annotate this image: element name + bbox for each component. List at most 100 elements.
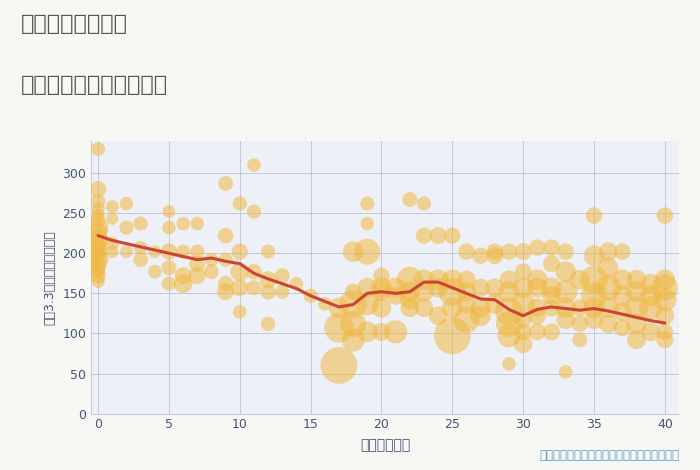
Point	[419, 276, 430, 283]
Point	[362, 248, 373, 255]
Point	[503, 332, 514, 340]
Point	[589, 304, 600, 312]
Point	[149, 248, 160, 255]
Point	[574, 320, 585, 328]
Point	[574, 336, 585, 344]
Point	[404, 296, 415, 304]
Point	[617, 276, 628, 283]
Point	[433, 312, 444, 320]
Point	[631, 276, 642, 283]
Point	[631, 320, 642, 328]
Point	[390, 328, 401, 336]
Point	[376, 284, 387, 291]
Point	[178, 248, 189, 255]
Point	[503, 320, 514, 328]
Point	[659, 296, 671, 304]
Point	[92, 211, 104, 219]
Point	[404, 196, 415, 204]
Point	[433, 284, 444, 291]
Point	[589, 212, 600, 219]
Point	[433, 276, 444, 283]
Point	[92, 216, 104, 223]
Point	[517, 300, 528, 307]
Point	[376, 272, 387, 280]
Point	[92, 256, 104, 263]
Point	[121, 224, 132, 231]
Point	[447, 276, 458, 283]
Point	[347, 288, 358, 296]
Point	[603, 304, 614, 312]
Point	[163, 248, 174, 255]
Point	[92, 185, 104, 193]
Point	[574, 276, 585, 283]
Point	[517, 248, 528, 255]
Point	[92, 252, 104, 259]
Point	[276, 288, 288, 296]
Point	[404, 304, 415, 312]
Point	[362, 300, 373, 307]
Point	[390, 284, 401, 291]
Point	[92, 264, 104, 272]
Point	[503, 248, 514, 255]
X-axis label: 築年数（年）: 築年数（年）	[360, 439, 410, 453]
Point	[347, 336, 358, 344]
Point	[517, 328, 528, 336]
Point	[234, 308, 246, 315]
Point	[106, 203, 118, 211]
Point	[220, 256, 231, 263]
Point	[92, 244, 104, 251]
Point	[135, 256, 146, 263]
Point	[560, 368, 571, 376]
Text: 東京都東十条駅の: 東京都東十条駅の	[21, 14, 128, 34]
Point	[262, 320, 274, 328]
Point	[234, 200, 246, 207]
Point	[347, 320, 358, 328]
Point	[347, 300, 358, 307]
Point	[92, 278, 104, 285]
Text: 築年数別中古戸建て価格: 築年数別中古戸建て価格	[21, 75, 168, 95]
Point	[475, 252, 486, 259]
Point	[106, 240, 118, 247]
Point	[376, 328, 387, 336]
Point	[234, 268, 246, 275]
Point	[419, 232, 430, 239]
Point	[135, 244, 146, 251]
Point	[92, 145, 104, 153]
Point	[447, 288, 458, 296]
Point	[106, 215, 118, 222]
Point	[461, 248, 472, 255]
Point	[419, 200, 430, 207]
Point	[234, 284, 246, 291]
Point	[532, 276, 543, 283]
Point	[589, 276, 600, 283]
Point	[603, 248, 614, 255]
Point	[517, 340, 528, 348]
Point	[489, 300, 500, 307]
Point	[560, 248, 571, 255]
Point	[192, 272, 203, 280]
Point	[92, 260, 104, 267]
Point	[546, 284, 557, 291]
Point	[517, 268, 528, 275]
Point	[546, 260, 557, 267]
Point	[617, 324, 628, 331]
Point	[192, 220, 203, 227]
Point	[461, 300, 472, 307]
Point	[503, 360, 514, 368]
Point	[659, 312, 671, 320]
Point	[645, 292, 657, 299]
Point	[362, 284, 373, 291]
Point	[149, 268, 160, 275]
Point	[645, 280, 657, 288]
Point	[404, 276, 415, 283]
Point	[659, 276, 671, 283]
Y-axis label: 坪（3.3㎡）単価（万円）: 坪（3.3㎡）単価（万円）	[43, 230, 57, 325]
Point	[362, 328, 373, 336]
Point	[560, 316, 571, 323]
Point	[532, 304, 543, 312]
Point	[489, 248, 500, 255]
Point	[92, 240, 104, 247]
Point	[603, 264, 614, 272]
Point	[192, 248, 203, 255]
Point	[489, 284, 500, 291]
